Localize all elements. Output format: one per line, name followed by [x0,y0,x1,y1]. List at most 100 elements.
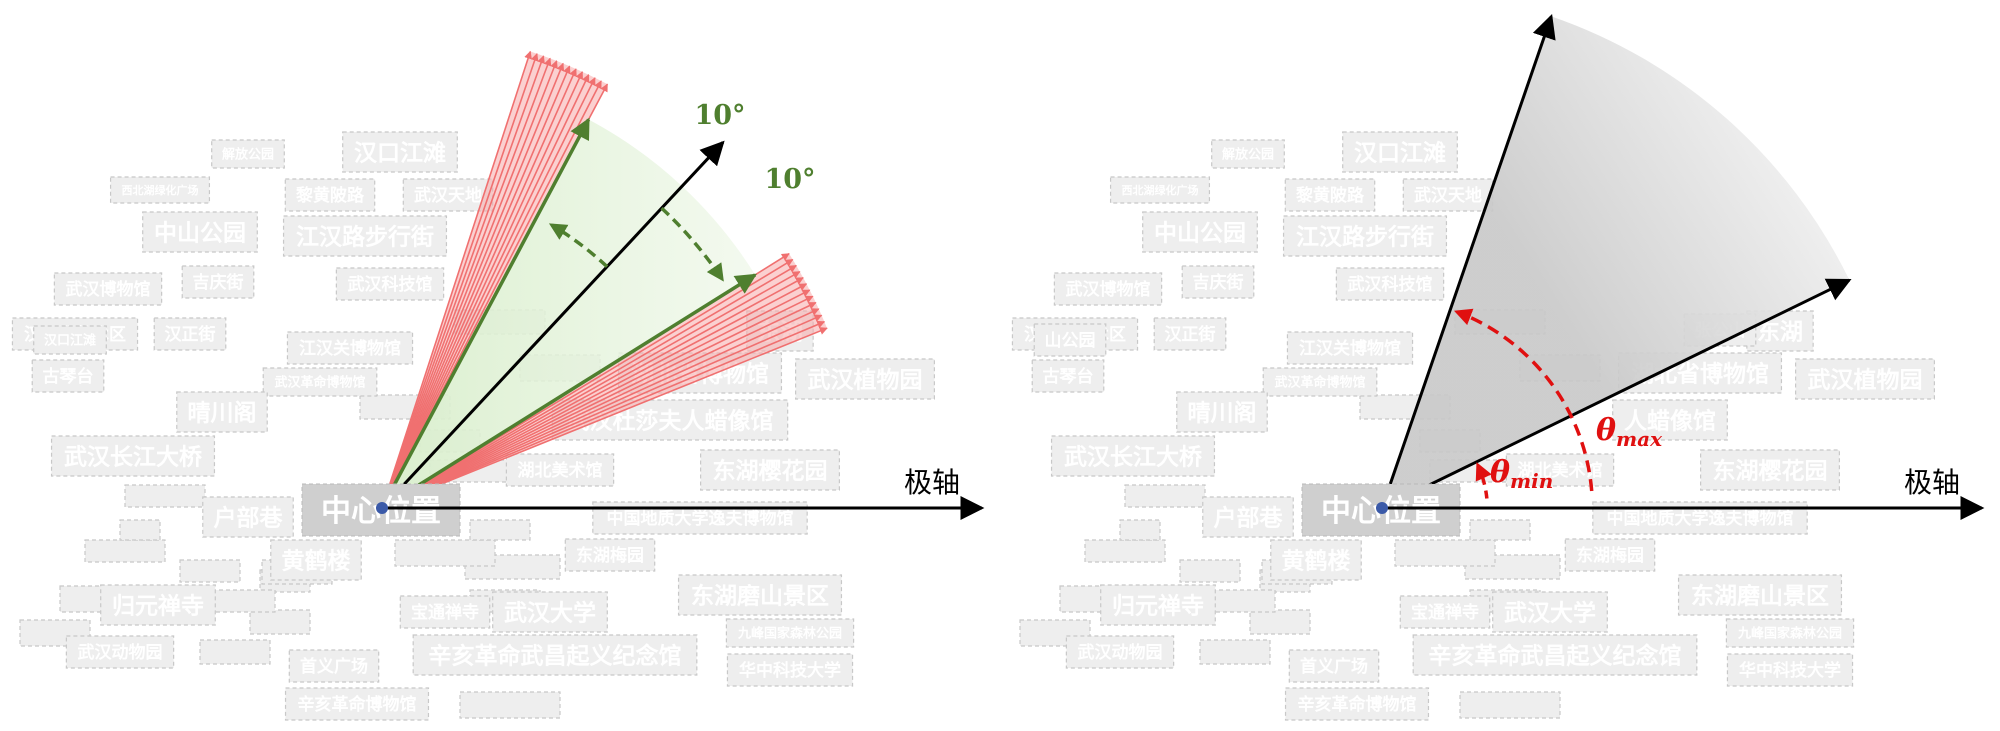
word-label: 中国地质大学逸夫博物馆 [607,508,794,529]
search-ray [381,277,804,509]
word-label: 九峰国家森林公园 [737,626,842,642]
word-box: 西北湖绿化广场 [109,176,211,204]
word-box-empty [469,519,531,541]
word-box: 辛亥革命博物馆 [1284,687,1430,721]
word-label: 黎黄陂路 [1296,185,1365,206]
search-ray [381,289,811,509]
word-label: 吉庆街 [1193,272,1244,293]
word-label: 首义广场 [300,656,368,677]
word-box: 解放公园 [1211,139,1285,169]
direction-ray [380,140,725,510]
word-box-empty [1199,639,1271,665]
search-sector [1382,16,1850,508]
search-ray [381,295,814,509]
word-label: 西北湖绿化广场 [122,183,199,197]
search-ray [381,264,797,509]
word-box: 武汉革命博物馆 [1262,367,1378,397]
word-box-empty [1469,519,1531,541]
search-ray [381,77,596,509]
search-ray [381,65,571,509]
word-label: 解放公园 [221,147,274,163]
word-box: 武汉科技馆 [1335,267,1445,301]
word-box-empty [1249,609,1311,635]
search-ray [381,52,539,509]
word-box-empty [119,519,161,541]
angle-label-lower: 10° [764,164,815,195]
word-label: 武汉长江大桥 [64,443,203,470]
allowed-sector [382,119,756,509]
word-box: 汉正街 [1153,317,1227,351]
word-box: 东湖樱花园 [1700,449,1840,491]
theta-min-arc [1475,462,1492,499]
angle-arc-upper [548,223,609,268]
word-label: 武汉动物园 [78,642,163,663]
word-label: 武汉长江大桥 [1064,443,1203,470]
word-label: 汉口江滩 [44,333,96,349]
word-label: 汉口江滩 [354,139,446,166]
word-box-empty [249,609,311,635]
search-ray [381,55,545,509]
word-box: 中山公园 [1142,211,1258,253]
word-label: 东湖樱花园 [1713,457,1828,484]
search-ray [381,50,532,509]
word-box: 古琴台 [31,359,105,393]
word-label: 吉庆街 [193,272,244,293]
word-box: 归元禅寺 [1100,584,1216,626]
search-ray [381,62,565,509]
word-label: 江汉路步行街 [296,223,434,250]
word-box: 宝通禅寺 [399,595,491,629]
theta-min-label: θmin [1490,455,1553,493]
word-label: 湖北美术馆 [1518,460,1603,481]
word-box: 武汉长江大桥 [1050,435,1216,477]
word-label: 中山公园 [154,220,246,246]
word-label: 江汉关博物馆 [299,338,401,359]
word-label: 汉正街 [165,324,216,345]
word-box: 黄鹤楼 [1270,539,1362,581]
word-box-empty [394,539,496,567]
word-box-empty [1124,484,1206,508]
word-box-empty [204,589,276,613]
word-label: 黄鹤楼 [1282,547,1351,574]
word-label: 江汉路步行街 [1296,223,1434,250]
word-box: 户部巷 [202,496,294,538]
word-label: 黄鹤楼 [282,547,351,574]
word-box-empty [1459,691,1561,719]
ray-overlay-left [380,50,828,510]
word-box: 吉庆街 [1181,265,1255,299]
word-box: 武汉大学 [1492,591,1608,633]
word-box: 晴川阁 [1176,391,1268,433]
word-box: 汉口江滩 [342,131,458,173]
sector-boundary [381,273,757,510]
word-box: 辛亥革命武昌起义纪念馆 [412,634,698,676]
word-label: 户部巷 [214,504,284,531]
word-label: 西北湖绿化广场 [1122,183,1199,197]
search-ray [381,71,584,509]
word-label: 武汉植物园 [1808,366,1923,393]
word-box: 东湖磨山景区 [1677,574,1843,616]
word-label: 辛亥革命博物馆 [298,694,417,715]
word-label: 中山公园 [1154,220,1246,246]
word-box-empty [1179,559,1241,583]
word-box: 黎黄陂路 [284,178,376,212]
word-label: 归元禅寺 [112,592,204,619]
word-label: 武汉天地 [414,185,482,206]
word-box-empty [84,539,166,563]
word-box: 户部巷 [1202,496,1294,538]
sector-boundary-ray [1380,14,1556,509]
word-label: 辛亥革命武昌起义纪念馆 [1429,642,1682,669]
word-label: 晴川阁 [188,399,257,426]
word-box: 武汉动物园 [1065,635,1175,669]
word-label: 中国地质大学逸夫博物馆 [1607,508,1794,529]
word-label: 武汉天地 [1414,185,1482,206]
search-ray [381,60,558,509]
word-box: 东湖磨山景区 [677,574,843,616]
word-label: 东湖磨山景区 [691,582,829,609]
search-ray [381,301,817,509]
theta-max-label: θmax [1596,413,1663,451]
word-box: 辛亥革命武昌起义纪念馆 [1412,634,1698,676]
word-box: 中山公园 [142,211,258,253]
word-label: 华中科技大学 [739,660,841,681]
word-box: 人蜡像馆 [1612,399,1728,441]
word-box-empty [1394,539,1496,567]
